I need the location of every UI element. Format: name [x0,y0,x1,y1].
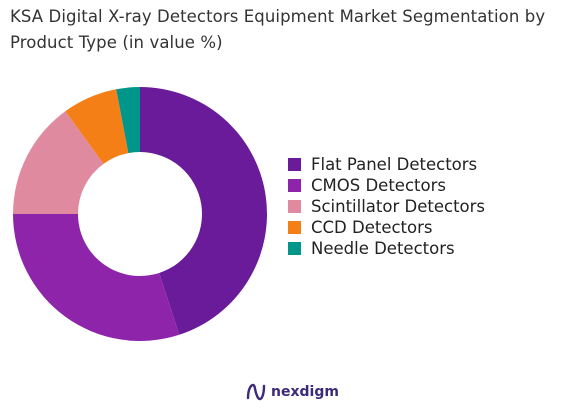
chart-title: KSA Digital X-ray Detectors Equipment Ma… [10,7,546,52]
legend-swatch [288,242,301,255]
legend-label: CMOS Detectors [311,176,446,195]
legend-item: Needle Detectors [288,238,485,259]
legend-item: CMOS Detectors [288,175,485,196]
legend-label: CCD Detectors [311,218,433,237]
legend-swatch [288,200,301,213]
donut-slice-scintillator-detectors [13,111,104,214]
legend-item: CCD Detectors [288,217,485,238]
donut-slice-needle-detectors [116,87,140,154]
donut-slices [13,87,268,342]
legend-item: Flat Panel Detectors [288,154,485,175]
legend-item: Scintillator Detectors [288,196,485,217]
legend-label: Needle Detectors [311,239,455,258]
donut-slice-ccd-detectors [65,89,129,164]
nexdigm-logo-icon [246,383,266,401]
legend-swatch [288,179,301,192]
legend-swatch [288,221,301,234]
donut-slice-flat-panel-detectors [140,87,268,335]
legend-label: Flat Panel Detectors [311,155,478,174]
donut-slice-cmos-detectors [13,214,180,342]
chart-legend: Flat Panel Detectors CMOS Detectors Scinti… [288,154,485,259]
brand-logo: nexdigm [245,380,339,404]
legend-swatch [288,158,301,171]
brand-name: nexdigm [271,384,339,400]
legend-label: Scintillator Detectors [311,197,486,216]
